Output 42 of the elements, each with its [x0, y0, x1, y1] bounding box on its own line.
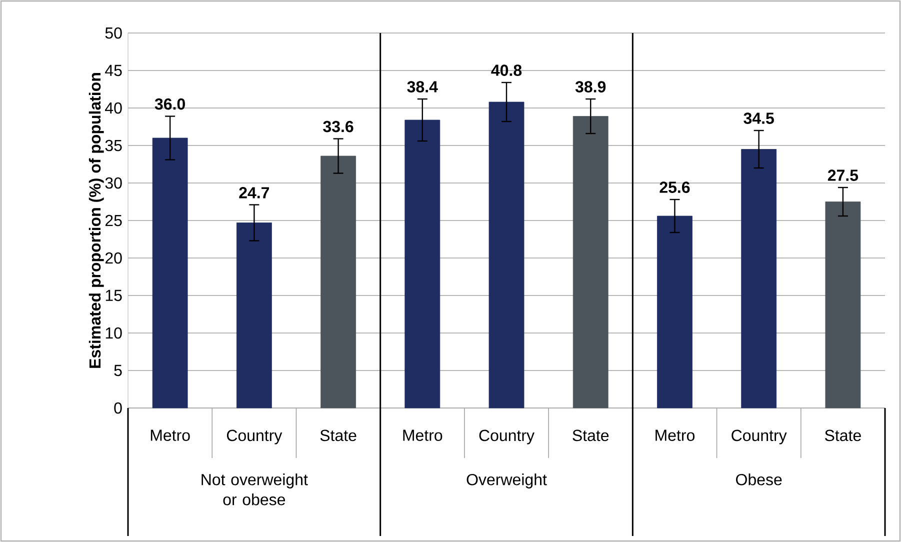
text: Overweight — [466, 474, 547, 488]
y-tick-label: 35 — [105, 140, 122, 152]
bar — [320, 156, 356, 408]
x-tick-label: Country — [732, 430, 787, 444]
x-tick-label: Metro — [403, 430, 442, 441]
y-tick-label: 50 — [105, 27, 122, 39]
y-tick-label: 20 — [105, 252, 122, 264]
bar — [404, 120, 440, 408]
data-label: 34.5 — [744, 112, 774, 124]
bar — [488, 102, 524, 408]
y-tick-label: 10 — [106, 327, 122, 339]
data-label: 24.7 — [239, 187, 270, 198]
y-tick-label: 15 — [106, 290, 122, 302]
data-label: 38.4 — [407, 81, 438, 92]
x-tick-label: State — [824, 430, 861, 442]
y-tick-label: 40 — [105, 102, 122, 114]
y-tick-label: 45 — [105, 64, 122, 76]
bar — [825, 202, 861, 408]
data-label: 25.6 — [660, 182, 690, 193]
bar — [236, 222, 272, 408]
data-label: 33.6 — [323, 120, 354, 132]
x-tick-label: Country — [226, 430, 282, 444]
y-tick-label: 30 — [105, 177, 122, 189]
x-tick-label: State — [320, 430, 356, 442]
text: Not overweight or obese — [202, 474, 308, 506]
data-label: 40.8 — [491, 64, 522, 76]
x-tick-label: Country — [479, 430, 534, 444]
data-label: 38.9 — [575, 81, 606, 92]
y-axis-title: Estimated proportion (%) of population — [88, 73, 104, 368]
bar — [572, 116, 608, 408]
data-label: 36.0 — [154, 98, 185, 110]
x-tick-label: State — [572, 430, 609, 442]
bar — [741, 149, 777, 408]
bar — [657, 216, 692, 408]
bar — [152, 138, 188, 408]
text: Obese — [736, 474, 782, 486]
y-tick-label: 5 — [114, 364, 122, 376]
x-tick-label: Metro — [656, 430, 694, 441]
y-tick-label: 25 — [105, 214, 122, 226]
x-tick-label: Metro — [150, 430, 190, 441]
data-label: 27.5 — [828, 170, 858, 181]
y-tick-label: 0 — [114, 402, 122, 414]
